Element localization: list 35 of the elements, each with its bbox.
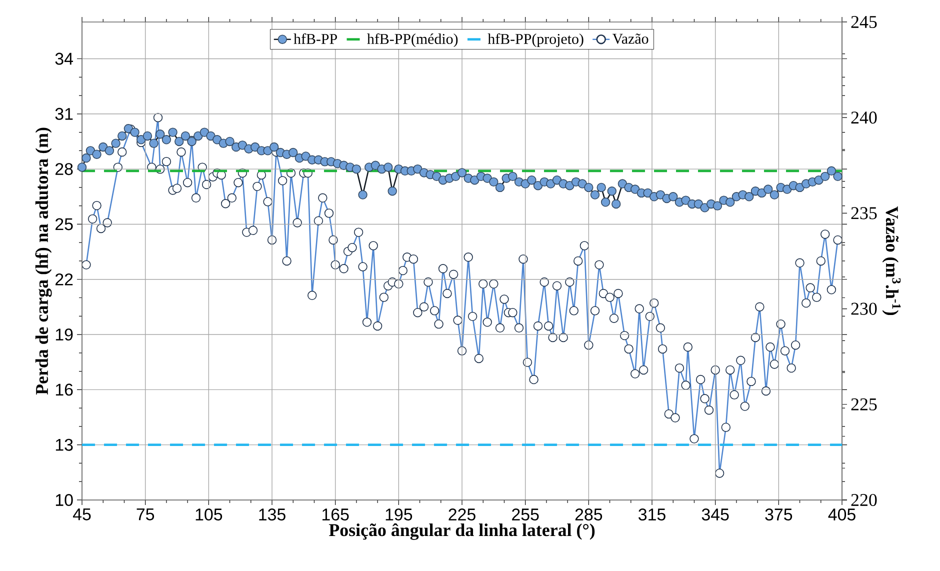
x-axis-title: Posição ângular da linha lateral (°)	[328, 523, 595, 540]
x-tick-label: 75	[136, 508, 154, 520]
x-tick-label: 45	[72, 508, 91, 520]
y-tick-label: 19	[56, 328, 73, 341]
y2-tick-label: 225	[851, 398, 877, 410]
legend-label: hfB-PP(projeto)	[488, 33, 584, 48]
x-tick-label: 135	[259, 508, 286, 521]
y-tick-label: 10	[56, 494, 73, 506]
y2-tick-label: 235	[851, 207, 877, 220]
x-tick-label: 285	[575, 508, 602, 521]
y2-tick-label: 220	[851, 494, 877, 506]
legend-label: hfB-PP	[294, 33, 337, 44]
y-tick-label: 28	[56, 163, 73, 176]
y-tick-label: 31	[55, 108, 73, 120]
x-tick-label: 165	[322, 508, 349, 521]
y-tick-label: 16	[56, 384, 73, 396]
y2-axis-title: Vazão (m$^{3}$.h$^{-1}$)	[882, 206, 901, 316]
y-tick-label: 13	[56, 438, 73, 451]
x-tick-label: 225	[448, 508, 476, 521]
y-tick-label: 34	[55, 52, 73, 65]
x-tick-label: 345	[702, 508, 729, 521]
y2-tick-label: 245	[851, 16, 877, 28]
y-tick-label: 22	[56, 273, 73, 286]
x-tick-label: 105	[196, 508, 222, 521]
y-axis-title: Perda de carga (hf) na adutora (m)	[35, 128, 52, 395]
x-tick-label: 195	[386, 508, 412, 521]
y2-tick-label: 230	[851, 302, 877, 315]
x-tick-label: 315	[638, 508, 666, 521]
x-tick-label: 375	[765, 508, 792, 521]
y2-tick-label: 240	[851, 112, 877, 124]
y-tick-label: 25	[56, 218, 73, 230]
legend-label: Vazão	[612, 34, 648, 44]
x-tick-label: 255	[512, 508, 539, 521]
x-tick-label: 405	[828, 508, 856, 521]
legend-label: hfB-PP(médio)	[367, 33, 458, 48]
